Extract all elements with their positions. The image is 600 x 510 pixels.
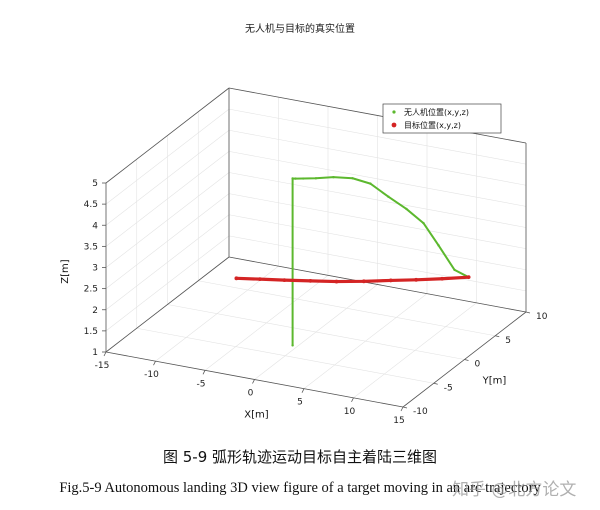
series-line-0 bbox=[291, 176, 470, 347]
z-tick-label: 4 bbox=[92, 221, 98, 231]
z-tick-label: 5 bbox=[92, 179, 98, 189]
z-tick-label: 3.5 bbox=[84, 242, 98, 252]
chart-title: 无人机与目标的真实位置 bbox=[245, 22, 355, 35]
x-tick-label: -10 bbox=[144, 370, 159, 380]
grid-line-y-floor bbox=[136, 327, 434, 384]
series-point-1 bbox=[308, 278, 313, 283]
series-point-0 bbox=[332, 175, 335, 179]
x-tick-mark bbox=[252, 379, 255, 384]
z-axis-label: Z[m] bbox=[60, 259, 71, 283]
x-tick-mark bbox=[153, 360, 156, 366]
series-point-0 bbox=[405, 207, 408, 211]
y-tick-label: 5 bbox=[505, 336, 511, 346]
y-tick-label: 10 bbox=[536, 312, 548, 322]
y-tick-label: 0 bbox=[475, 360, 481, 370]
series-point-1 bbox=[388, 278, 393, 283]
grid-line-z-left bbox=[105, 235, 230, 332]
z-tick-label: 1 bbox=[92, 348, 98, 358]
series-point-1 bbox=[466, 275, 471, 280]
y-tick-mark bbox=[402, 406, 408, 409]
series-point-0 bbox=[437, 244, 440, 247]
series-point-1 bbox=[282, 278, 287, 283]
grid-line-z-left bbox=[105, 108, 230, 205]
grid-line-z-back bbox=[228, 235, 527, 292]
grid-line-z-left bbox=[105, 151, 230, 247]
z-tick-label: 1.5 bbox=[84, 327, 98, 337]
series-point-0 bbox=[294, 177, 297, 180]
x-tick-mark bbox=[103, 351, 107, 357]
x-tick-mark bbox=[400, 406, 404, 412]
series-point-0 bbox=[291, 344, 294, 347]
series-point-1 bbox=[334, 279, 339, 284]
series-point-0 bbox=[422, 221, 425, 225]
z-tick-label: 2.5 bbox=[84, 285, 98, 295]
y-tick-mark bbox=[495, 335, 500, 338]
legend-entry-drone: 无人机位置(x,y,z) bbox=[404, 107, 469, 117]
y-tick-mark bbox=[525, 311, 531, 314]
series-point-0 bbox=[453, 268, 456, 272]
series-point-0 bbox=[291, 177, 294, 180]
grid-line-z-left bbox=[105, 193, 230, 289]
grid-line-y-floor bbox=[167, 304, 465, 360]
y-tick-label: -10 bbox=[413, 407, 428, 417]
axis-edge-8 bbox=[228, 87, 527, 144]
series-point-0 bbox=[351, 177, 354, 180]
x-tick-label: 10 bbox=[344, 407, 356, 417]
grid-line-y-floor bbox=[198, 280, 496, 337]
legend-entry-target: 目标位置(x,y,z) bbox=[404, 120, 461, 130]
x-tick-mark bbox=[202, 370, 206, 375]
y-tick-mark bbox=[433, 382, 438, 385]
x-tick-mark bbox=[351, 397, 354, 403]
legend-box bbox=[382, 103, 502, 134]
x-tick-label: 15 bbox=[393, 416, 404, 426]
series-point-0 bbox=[387, 195, 390, 198]
grid-line-z-back bbox=[228, 214, 527, 271]
legend-marker-drone bbox=[392, 110, 396, 114]
x-tick-label: 0 bbox=[248, 389, 254, 399]
x-tick-label: -15 bbox=[95, 361, 110, 371]
grid-line-z-left bbox=[105, 172, 230, 268]
series-point-1 bbox=[361, 279, 366, 284]
grid-line-z-back bbox=[228, 129, 527, 186]
axis-edge-7 bbox=[105, 87, 230, 184]
x-tick-label: -5 bbox=[197, 379, 206, 389]
grid-line-z-back bbox=[228, 193, 527, 249]
series-point-0 bbox=[301, 177, 305, 180]
grid-line-z-left bbox=[105, 214, 230, 310]
legend-marker-target bbox=[391, 122, 397, 128]
z-tick-label: 3 bbox=[92, 264, 98, 274]
y-tick-label: -5 bbox=[444, 383, 453, 393]
axis-edge-2 bbox=[105, 256, 230, 353]
legend: 无人机位置(x,y,z) 目标位置(x,y,z) bbox=[382, 103, 502, 134]
grid-line-z-back bbox=[228, 172, 527, 228]
grid-line-z-back bbox=[228, 151, 527, 207]
series-layer bbox=[234, 175, 471, 347]
series-point-1 bbox=[234, 276, 239, 281]
figure-caption-english: Fig.5-9 Autonomous landing 3D view figur… bbox=[59, 480, 541, 496]
y-axis-label: Y[m] bbox=[482, 376, 507, 387]
x-tick-mark bbox=[301, 388, 305, 393]
series-point-0 bbox=[314, 177, 318, 180]
figure-caption-chinese: 图 5-9 弧形轨迹运动目标自主着陆三维图 bbox=[162, 448, 438, 466]
series-point-1 bbox=[414, 277, 419, 282]
z-tick-label: 2 bbox=[92, 306, 98, 316]
x-axis-label: X[m] bbox=[244, 410, 268, 421]
series-point-1 bbox=[440, 276, 444, 281]
axes-layer: -15 -10 -5 0 5 10 15 -10 -5 0 5 10 1 1.5 2 2.5 3 3.5 4 4.5 5… bbox=[60, 87, 548, 426]
series-point-1 bbox=[257, 277, 262, 282]
grid-line-z-back bbox=[228, 108, 527, 165]
y-tick-mark bbox=[464, 359, 469, 361]
grid-line-z-left bbox=[105, 130, 230, 226]
chart-figure: 无人机与目标的真实位置 -15 -10 -5 0 5 10 15 -10 -5 0 5 10 1 1.5 2… bbox=[60, 22, 548, 426]
z-tick-label: 4.5 bbox=[84, 200, 98, 210]
series-line-1 bbox=[234, 275, 471, 284]
watermark: 知乎 @北方论文 bbox=[452, 480, 577, 500]
axis-edge-3 bbox=[228, 256, 527, 313]
x-tick-label: 5 bbox=[297, 398, 303, 408]
series-point-0 bbox=[369, 182, 372, 185]
